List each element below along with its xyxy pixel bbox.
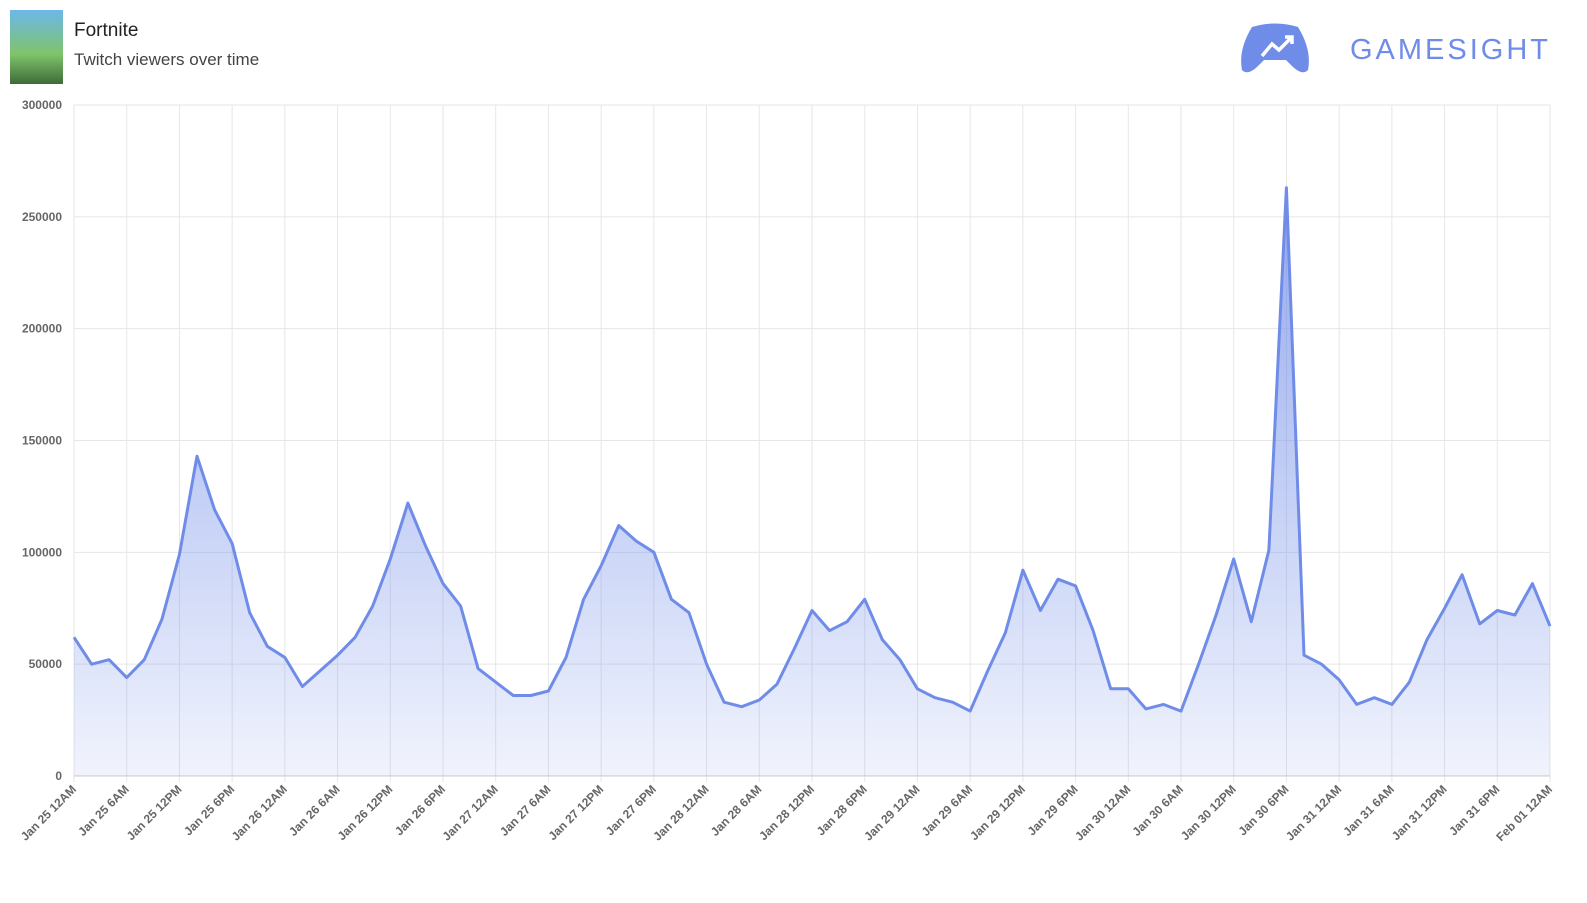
x-tick-label: Jan 27 12PM [545, 782, 606, 843]
x-tick-label: Feb 01 12AM [1493, 782, 1555, 844]
x-tick-label: Jan 30 6PM [1235, 782, 1291, 838]
y-tick-label: 100000 [22, 545, 62, 559]
y-tick-label: 200000 [22, 322, 62, 336]
y-tick-label: 250000 [22, 210, 62, 224]
x-tick-label: Jan 30 12AM [1072, 782, 1133, 843]
x-tick-label: Jan 25 6PM [181, 782, 237, 838]
x-tick-label: Jan 31 6AM [1340, 782, 1397, 839]
brand-name: GAMESIGHT [1350, 34, 1551, 66]
subtitle: Twitch viewers over time [74, 50, 259, 69]
x-tick-label: Jan 26 6PM [392, 782, 448, 838]
x-tick-label: Jan 27 6PM [603, 782, 659, 838]
x-tick-label: Jan 31 12AM [1283, 782, 1344, 843]
x-tick-label: Jan 30 6AM [1130, 782, 1187, 839]
x-tick-label: Jan 27 6AM [497, 782, 554, 839]
x-tick-label: Jan 29 12PM [967, 782, 1028, 843]
line [72, 186, 1552, 713]
x-tick-label: Jan 26 6AM [286, 782, 343, 839]
x-tick-label: Jan 29 6PM [1025, 782, 1081, 838]
x-tick-label: Jan 26 12AM [229, 782, 290, 843]
x-tick-label: Jan 25 12PM [124, 782, 185, 843]
area [74, 187, 1550, 777]
x-tick-label: Jan 31 12PM [1389, 782, 1450, 843]
x-tick-label: Jan 28 12PM [756, 782, 817, 843]
y-tick-label: 300000 [22, 98, 62, 112]
y-tick-label: 50000 [29, 657, 63, 671]
x-tick-label: Jan 28 6PM [814, 782, 870, 838]
x-tick-label: Jan 27 12AM [440, 782, 501, 843]
x-tick-label: Jan 28 12AM [650, 782, 711, 843]
y-tick-label: 0 [55, 769, 62, 783]
plot: 0 50000 100000 150000 200000 250000 300000 Jan … [18, 98, 1555, 844]
game-thumbnail [10, 10, 63, 84]
title: Fortnite [74, 20, 138, 41]
x-tick-label: Jan 26 12PM [335, 782, 396, 843]
x-tick-label: Jan 29 6AM [919, 782, 976, 839]
x-tick-label: Jan 30 12PM [1178, 782, 1239, 843]
brand-logo-arrow [1260, 35, 1294, 58]
x-tick-label: Jan 29 12AM [861, 782, 922, 843]
x-tick-label: Jan 28 6AM [708, 782, 765, 839]
x-tick-label: Jan 25 6AM [75, 782, 132, 839]
x-tick-label: Jan 25 12AM [18, 782, 79, 843]
y-tick-label: 150000 [22, 434, 62, 448]
x-tick-label: Jan 31 6PM [1446, 782, 1502, 838]
